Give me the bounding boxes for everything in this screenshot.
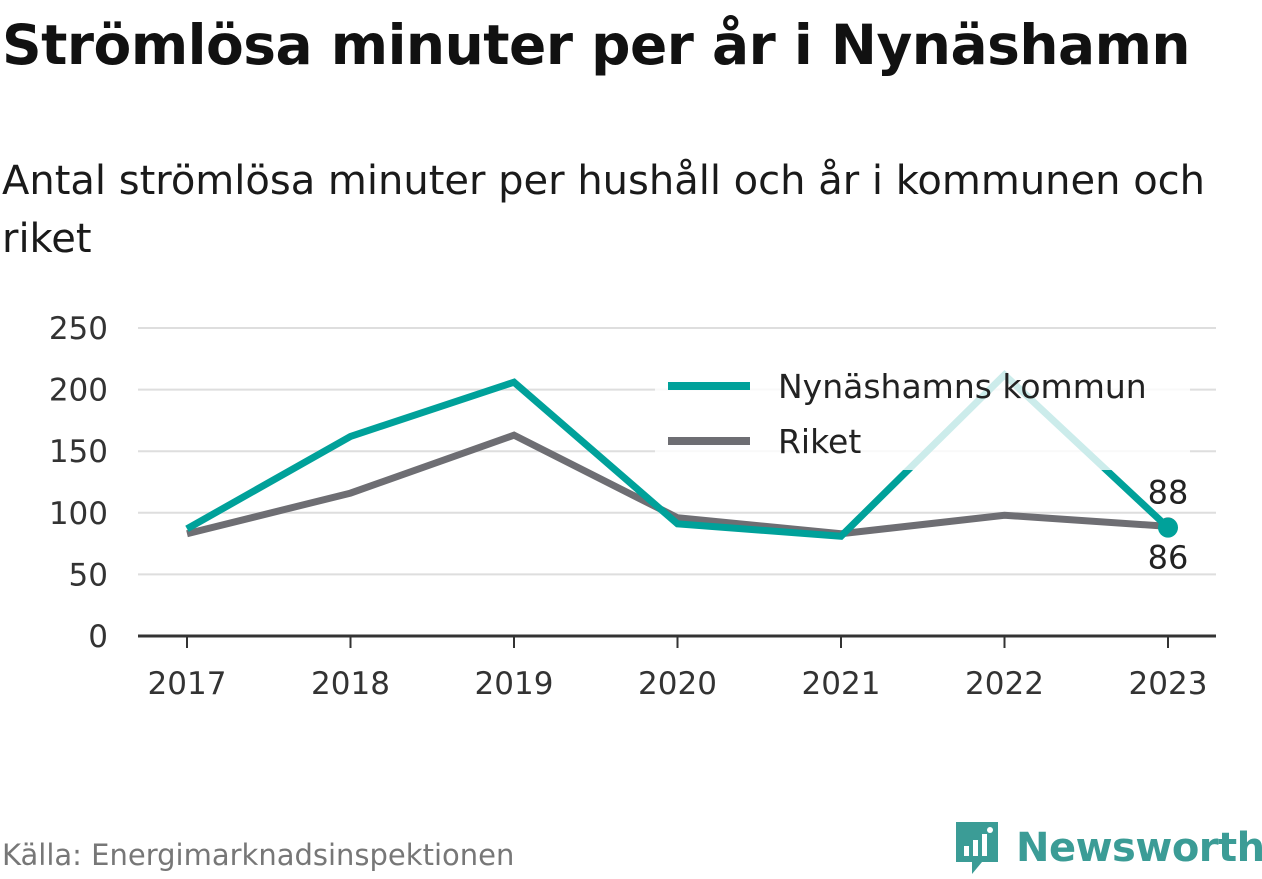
data-label: 86 (1148, 538, 1189, 576)
y-axis-ticks: 0 50 100 150 200 250 (49, 311, 108, 655)
legend-label: Riket (778, 422, 861, 461)
x-tick-label: 2017 (148, 666, 227, 702)
data-labels: 88 86 (1145, 471, 1192, 580)
x-tick-label: 2020 (638, 666, 717, 702)
y-tick-label: 150 (49, 434, 108, 470)
series-line-1 (186, 431, 1169, 538)
newsworthy-logo-icon (956, 822, 998, 874)
x-tick-label: 2019 (475, 666, 554, 702)
data-label: 88 (1148, 474, 1189, 512)
y-tick-label: 0 (88, 619, 108, 655)
source-note: Källa: Energimarknadsinspektionen (2, 838, 515, 872)
chart-title: Strömlösa minuter per år i Nynäshamn (2, 13, 1191, 77)
x-axis: 2017 2018 2019 2020 2021 2022 2023 (138, 634, 1216, 702)
x-tick-label: 2022 (965, 666, 1044, 702)
legend: Nynäshamns kommun Riket (655, 360, 1190, 470)
y-tick-label: 250 (49, 311, 108, 347)
legend-background (655, 360, 1190, 470)
brand-name: Newsworthy (1016, 825, 1262, 871)
brand-logo: Newsworthy (952, 818, 1262, 878)
series-end-marker-0 (1158, 517, 1178, 538)
y-tick-label: 100 (49, 496, 108, 532)
x-tick-label: 2023 (1129, 666, 1208, 702)
x-tick-label: 2018 (311, 666, 390, 702)
legend-label: Nynäshamns kommun (778, 367, 1147, 406)
x-tick-label: 2021 (802, 666, 881, 702)
y-tick-label: 200 (49, 373, 108, 409)
chart-subtitle: Antal strömlösa minuter per hushåll och … (2, 158, 1206, 262)
y-tick-label: 50 (69, 557, 108, 593)
